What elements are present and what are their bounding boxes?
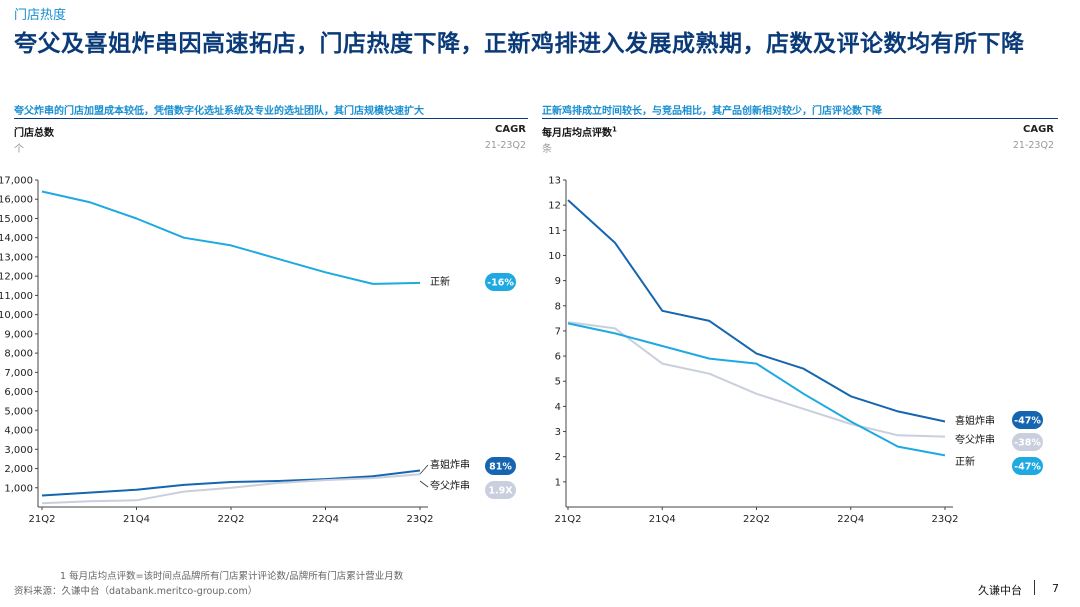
y-tick-label: 15,000 bbox=[0, 214, 33, 225]
series-label: 正新 bbox=[430, 275, 450, 288]
y-tick-label: 16,000 bbox=[0, 195, 33, 206]
y-tick-label: 3 bbox=[555, 427, 561, 438]
cagr-badge bbox=[1012, 411, 1043, 429]
cagr-badge bbox=[1012, 433, 1043, 451]
series-label: 正新 bbox=[955, 455, 975, 468]
series-line-1 bbox=[41, 469, 421, 497]
right-panel-divider bbox=[542, 118, 1058, 119]
x-tick-label: 22Q4 bbox=[837, 514, 864, 525]
x-tick-label: 23Q2 bbox=[932, 514, 959, 525]
y-tick-label: 4 bbox=[555, 402, 561, 413]
y-tick-label: 4,000 bbox=[4, 426, 33, 437]
y-tick-label: 11 bbox=[548, 226, 561, 237]
series-label: 夸父炸串 bbox=[955, 433, 995, 446]
left-panel-divider bbox=[14, 118, 528, 119]
cagr-badge bbox=[1012, 457, 1043, 475]
y-tick-label: 6 bbox=[555, 352, 561, 363]
x-tick-label: 22Q2 bbox=[218, 514, 245, 525]
label-leader-line bbox=[419, 480, 429, 488]
series-line-2 bbox=[567, 322, 946, 457]
cagr-value: -47% bbox=[1014, 462, 1041, 473]
y-tick-label: 14,000 bbox=[0, 233, 33, 244]
footer-divider bbox=[1034, 580, 1035, 595]
y-tick-label: 12,000 bbox=[0, 272, 33, 283]
y-tick-label: 17,000 bbox=[0, 176, 33, 187]
series-label: 喜姐炸串 bbox=[430, 458, 470, 471]
y-tick-label: 12 bbox=[548, 201, 561, 212]
x-tick-label: 21Q4 bbox=[649, 514, 676, 525]
left-panel-subtitle: 夸父炸串的门店加盟成本较低，凭借数字化选址系统及专业的选址团队，其门店规模快速扩… bbox=[14, 106, 424, 117]
left-cagr-range: 21-23Q2 bbox=[484, 140, 526, 151]
left-cagr-label: CAGR bbox=[495, 124, 526, 135]
right-cagr-range: 21-23Q2 bbox=[1012, 140, 1054, 151]
section-tag: 门店热度 bbox=[14, 8, 67, 23]
page-title: 夸父及喜姐炸串因高速拓店，门店热度下降，正新鸡排进入发展成熟期，店数及评论数均有… bbox=[14, 31, 1025, 57]
series-line-2 bbox=[41, 473, 421, 505]
y-tick-label: 1,000 bbox=[4, 483, 33, 494]
y-tick-label: 9,000 bbox=[4, 329, 33, 340]
footnote-marker: 1 bbox=[612, 125, 617, 134]
x-tick-label: 22Q2 bbox=[743, 514, 770, 525]
y-tick-label: 2,000 bbox=[4, 464, 33, 475]
footnote: 1 每月店均点评数=该时间点品牌所有门店累计评论数/品牌所有门店累计营业月数 bbox=[60, 571, 404, 582]
cagr-badge bbox=[485, 457, 516, 475]
series-line-0 bbox=[567, 199, 946, 423]
y-tick-label: 3,000 bbox=[4, 445, 33, 456]
cagr-badge bbox=[485, 481, 516, 499]
cagr-value: -38% bbox=[1014, 438, 1041, 449]
right-metric-label: 每月店均点评数1 bbox=[542, 124, 617, 139]
source-note: 资料来源：久谦中台（databank.meritco-group.com） bbox=[14, 586, 258, 597]
y-tick-label: 2 bbox=[555, 452, 561, 463]
page-number: 7 bbox=[1052, 582, 1059, 595]
cagr-badge bbox=[485, 273, 516, 291]
cagr-value: -47% bbox=[1014, 416, 1041, 427]
cagr-value: 1.9X bbox=[488, 486, 513, 497]
y-tick-label: 10,000 bbox=[0, 310, 33, 321]
left-unit-label: 个 bbox=[14, 144, 24, 155]
y-tick-label: 1 bbox=[555, 477, 561, 488]
y-tick-label: 6,000 bbox=[4, 387, 33, 398]
right-unit-label: 条 bbox=[542, 144, 552, 155]
right-panel-subtitle: 正新鸡排成立时间较长，与竞品相比，其产品创新相对较少，门店评论数下降 bbox=[542, 106, 882, 117]
cagr-value: 81% bbox=[489, 462, 512, 473]
y-tick-label: 8 bbox=[555, 301, 561, 312]
x-tick-label: 22Q4 bbox=[312, 514, 339, 525]
y-tick-label: 5 bbox=[555, 377, 561, 388]
cagr-value: -16% bbox=[487, 278, 514, 289]
x-tick-label: 21Q2 bbox=[29, 514, 56, 525]
series-label: 喜姐炸串 bbox=[955, 414, 995, 427]
brand-name: 久谦中台 bbox=[978, 584, 1022, 597]
right-metric-text: 每月店均点评数 bbox=[542, 128, 612, 139]
x-tick-label: 21Q4 bbox=[123, 514, 150, 525]
x-tick-label: 23Q2 bbox=[407, 514, 434, 525]
left-metric-label: 门店总数 bbox=[14, 128, 54, 139]
right-cagr-label: CAGR bbox=[1023, 124, 1054, 135]
y-tick-label: 7 bbox=[555, 326, 561, 337]
y-tick-label: 13,000 bbox=[0, 252, 33, 263]
y-tick-label: 11,000 bbox=[0, 291, 33, 302]
series-line-1 bbox=[567, 321, 946, 438]
y-tick-label: 10 bbox=[548, 251, 561, 262]
series-line-0 bbox=[41, 190, 421, 285]
series-label: 夸父炸串 bbox=[430, 479, 470, 492]
y-tick-label: 5,000 bbox=[4, 406, 33, 417]
y-tick-label: 13 bbox=[548, 176, 561, 187]
y-tick-label: 8,000 bbox=[4, 349, 33, 360]
label-leader-line bbox=[419, 464, 429, 475]
x-tick-label: 21Q2 bbox=[555, 514, 582, 525]
y-tick-label: 7,000 bbox=[4, 368, 33, 379]
y-tick-label: 9 bbox=[555, 276, 561, 287]
